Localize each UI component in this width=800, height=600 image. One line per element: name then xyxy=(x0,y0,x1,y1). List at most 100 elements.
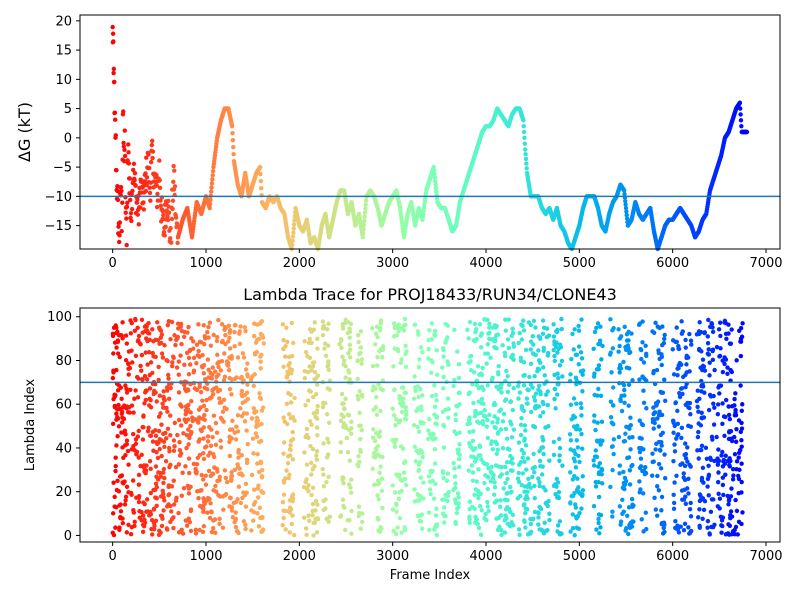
lambda-point xyxy=(193,417,198,422)
lambda-point xyxy=(255,495,261,500)
lambda-point xyxy=(377,348,382,354)
lambda-point xyxy=(521,328,527,333)
lambda-point xyxy=(315,432,320,438)
lambda-point xyxy=(217,516,222,522)
lambda-point xyxy=(706,317,711,323)
lambda-point xyxy=(479,396,485,402)
lambda-point xyxy=(243,522,248,528)
delta-g-axes-frame xyxy=(79,14,781,250)
lambda-point xyxy=(147,396,152,402)
lambda-point xyxy=(209,529,215,535)
lambda-point xyxy=(577,427,583,432)
y-tick-label: 40 xyxy=(55,441,72,456)
lambda-point xyxy=(432,461,438,466)
lambda-point xyxy=(596,494,602,500)
lambda-point xyxy=(598,442,603,447)
lambda-point xyxy=(258,366,263,371)
lambda-point xyxy=(622,324,627,330)
lambda-point xyxy=(575,476,580,481)
lambda-point xyxy=(511,344,517,349)
lambda-point xyxy=(523,347,529,353)
lambda-point xyxy=(200,529,206,535)
lambda-point xyxy=(257,469,262,475)
lambda-point xyxy=(495,447,501,452)
delta-g-point xyxy=(363,198,369,203)
lambda-point xyxy=(482,407,487,413)
lambda-point xyxy=(403,476,408,482)
lambda-point xyxy=(144,463,149,468)
lambda-point xyxy=(707,373,712,378)
lambda-point xyxy=(573,352,579,358)
lambda-panel: Lambda Trace for PROJ18433/RUN34/CLONE43… xyxy=(23,285,783,583)
lambda-point xyxy=(709,497,715,502)
lambda-point xyxy=(136,499,142,505)
lambda-point xyxy=(197,339,203,345)
lambda-point xyxy=(651,426,656,431)
lambda-point xyxy=(443,340,448,345)
lambda-point xyxy=(446,362,451,368)
lambda-point xyxy=(210,434,215,440)
lambda-point xyxy=(140,529,146,535)
lambda-point xyxy=(217,521,222,527)
lambda-point xyxy=(186,372,192,377)
y-tick-label: 0 xyxy=(64,529,72,544)
lambda-point xyxy=(697,507,702,512)
delta-g-point xyxy=(290,238,295,244)
lambda-point xyxy=(629,331,634,336)
lambda-point xyxy=(696,421,701,426)
lambda-point xyxy=(110,333,116,339)
lambda-point xyxy=(148,466,153,472)
lambda-point xyxy=(716,447,721,452)
lambda-point xyxy=(259,318,265,324)
delta-g-point xyxy=(231,145,236,150)
lambda-point xyxy=(496,363,501,369)
lambda-point xyxy=(597,338,603,343)
lambda-point xyxy=(412,374,417,379)
lambda-point xyxy=(411,422,417,428)
lambda-point xyxy=(254,415,260,420)
lambda-point xyxy=(684,362,689,367)
lambda-point xyxy=(682,477,688,483)
lambda-point xyxy=(557,363,563,368)
lambda-point xyxy=(321,507,326,513)
lambda-point xyxy=(131,507,136,513)
delta-g-y-axis-label: ΔG (kT) xyxy=(15,102,34,162)
lambda-point xyxy=(309,492,314,498)
delta-g-point xyxy=(172,168,177,173)
lambda-point xyxy=(157,393,163,398)
delta-g-point xyxy=(230,130,235,136)
lambda-point xyxy=(470,478,476,483)
lambda-point xyxy=(236,450,241,455)
lambda-point xyxy=(695,388,700,393)
lambda-point xyxy=(281,515,286,521)
lambda-point xyxy=(161,508,166,513)
delta-g-point xyxy=(163,224,168,229)
lambda-point xyxy=(151,487,156,493)
lambda-point xyxy=(356,339,361,345)
lambda-point xyxy=(652,495,657,501)
lambda-point xyxy=(525,483,530,489)
lambda-point xyxy=(244,428,249,433)
lambda-point xyxy=(123,383,128,388)
lambda-point xyxy=(675,433,680,438)
lambda-point xyxy=(418,345,424,350)
lambda-point xyxy=(497,409,502,414)
lambda-point xyxy=(708,324,713,329)
delta-g-x-ticks: 0 1000 2000 3000 4000 5000 6000 7000 xyxy=(109,249,783,271)
lambda-point xyxy=(251,383,256,388)
lambda-point xyxy=(213,530,218,535)
lambda-point xyxy=(537,458,543,464)
lambda-point xyxy=(320,404,326,410)
lambda-point xyxy=(700,465,706,471)
lambda-point xyxy=(653,447,658,452)
lambda-point xyxy=(290,429,295,435)
lambda-point xyxy=(689,342,694,347)
lambda-point xyxy=(682,521,688,526)
lambda-point xyxy=(164,405,169,411)
lambda-point xyxy=(595,420,600,425)
lambda-point xyxy=(426,510,432,515)
lambda-point xyxy=(213,420,219,426)
lambda-point xyxy=(218,368,224,373)
lambda-point xyxy=(252,487,257,492)
lambda-point xyxy=(656,439,662,445)
